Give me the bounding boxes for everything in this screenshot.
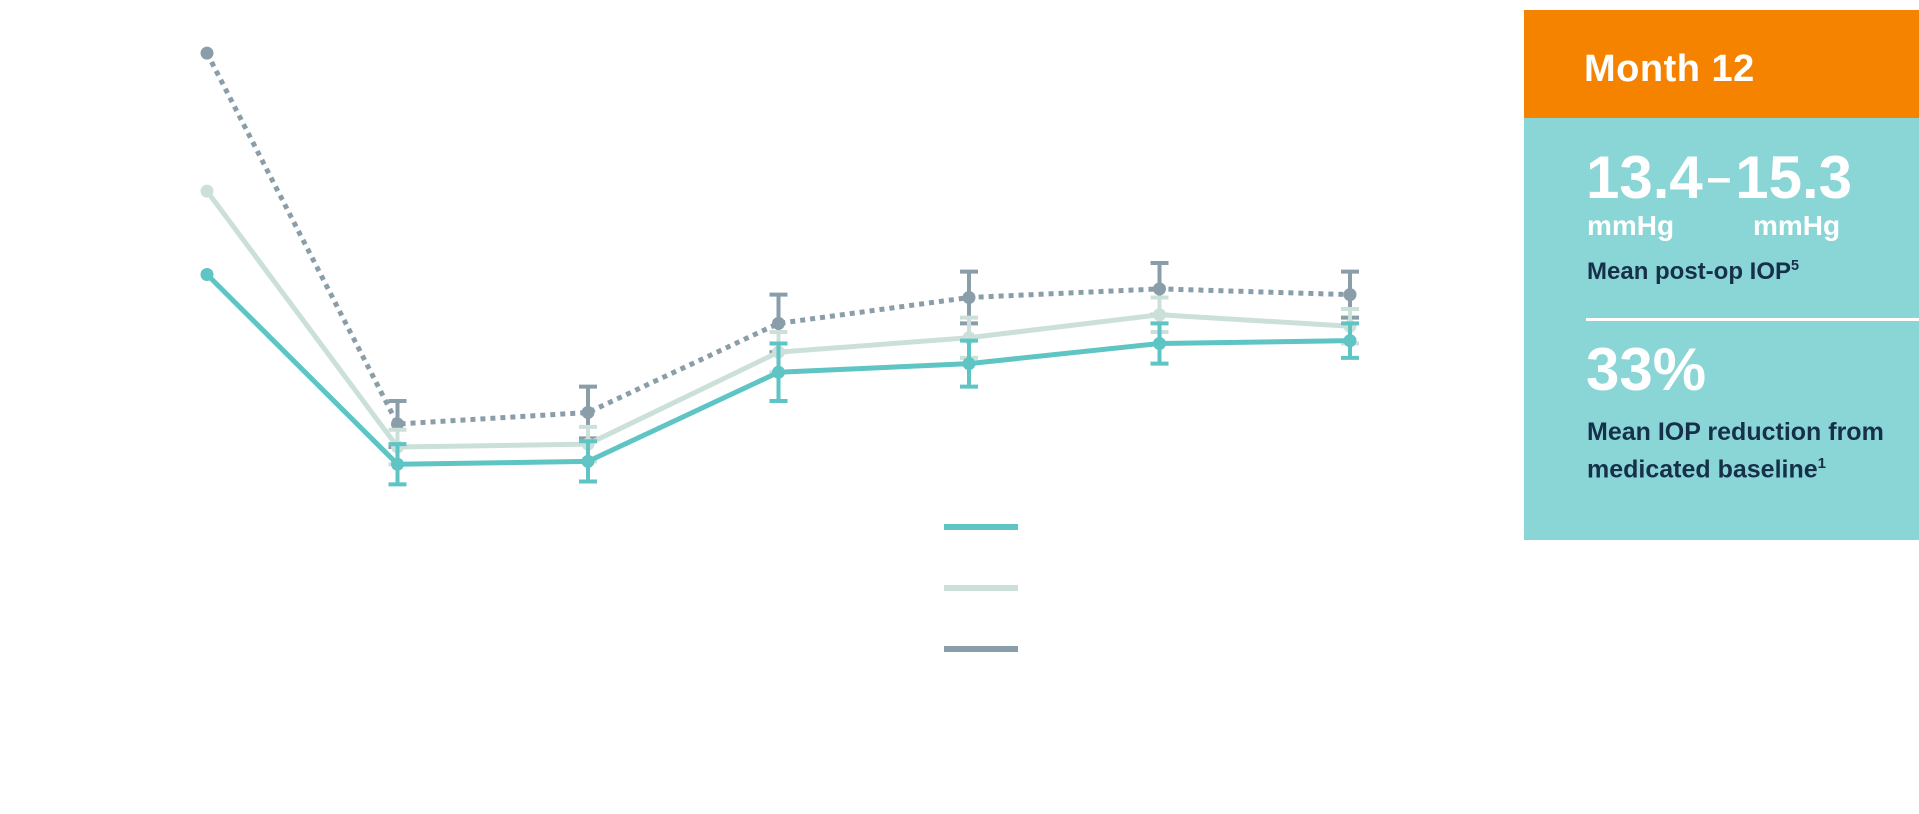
stat1-caption: Mean post-op IOP5	[1587, 258, 1799, 286]
panel-divider	[1586, 318, 1919, 321]
data-point	[1343, 334, 1357, 348]
unit-high: mmHg	[1753, 210, 1841, 241]
range-units: mmHg mmHg	[1587, 210, 1919, 242]
range-low: 13.4	[1586, 144, 1703, 211]
data-point	[962, 357, 976, 371]
data-point	[1153, 337, 1166, 350]
series-layer	[200, 46, 1359, 487]
data-point	[200, 184, 214, 198]
line-chart	[200, 46, 1359, 652]
stat2-label: Mean IOP reduction from medicated baseli…	[1587, 418, 1884, 484]
data-point	[772, 365, 785, 379]
data-point	[772, 316, 785, 330]
data-point	[581, 454, 595, 468]
data-point	[200, 46, 214, 60]
stat2-reference: 1	[1817, 455, 1826, 472]
data-point	[391, 457, 404, 471]
data-point	[1153, 308, 1166, 322]
series-bottom	[200, 268, 1359, 487]
stat1-label: Mean post-op IOP	[1587, 258, 1791, 285]
data-point	[1153, 282, 1166, 296]
stat2-value: 33%	[1586, 336, 1707, 403]
panel-body: 13.4–15.3 mmHg mmHg Mean post-op IOP5 33%…	[1524, 118, 1919, 540]
range-separator: –	[1706, 153, 1732, 202]
data-point	[391, 417, 404, 431]
legend	[944, 524, 1018, 652]
data-point	[581, 406, 595, 419]
data-point	[200, 268, 214, 281]
stat1-reference: 5	[1791, 258, 1800, 274]
unit-low: mmHg	[1587, 210, 1675, 241]
panel-header: Month 12	[1524, 10, 1919, 118]
data-point	[962, 291, 976, 304]
data-point	[1343, 288, 1357, 302]
month-12-panel: Month 12 13.4–15.3 mmHg mmHg Mean post-op…	[1524, 10, 1919, 540]
iop-range: 13.4–15.3	[1586, 148, 1852, 209]
range-high: 15.3	[1735, 144, 1853, 211]
stat2-caption: Mean IOP reduction from medicated baseli…	[1587, 416, 1887, 485]
